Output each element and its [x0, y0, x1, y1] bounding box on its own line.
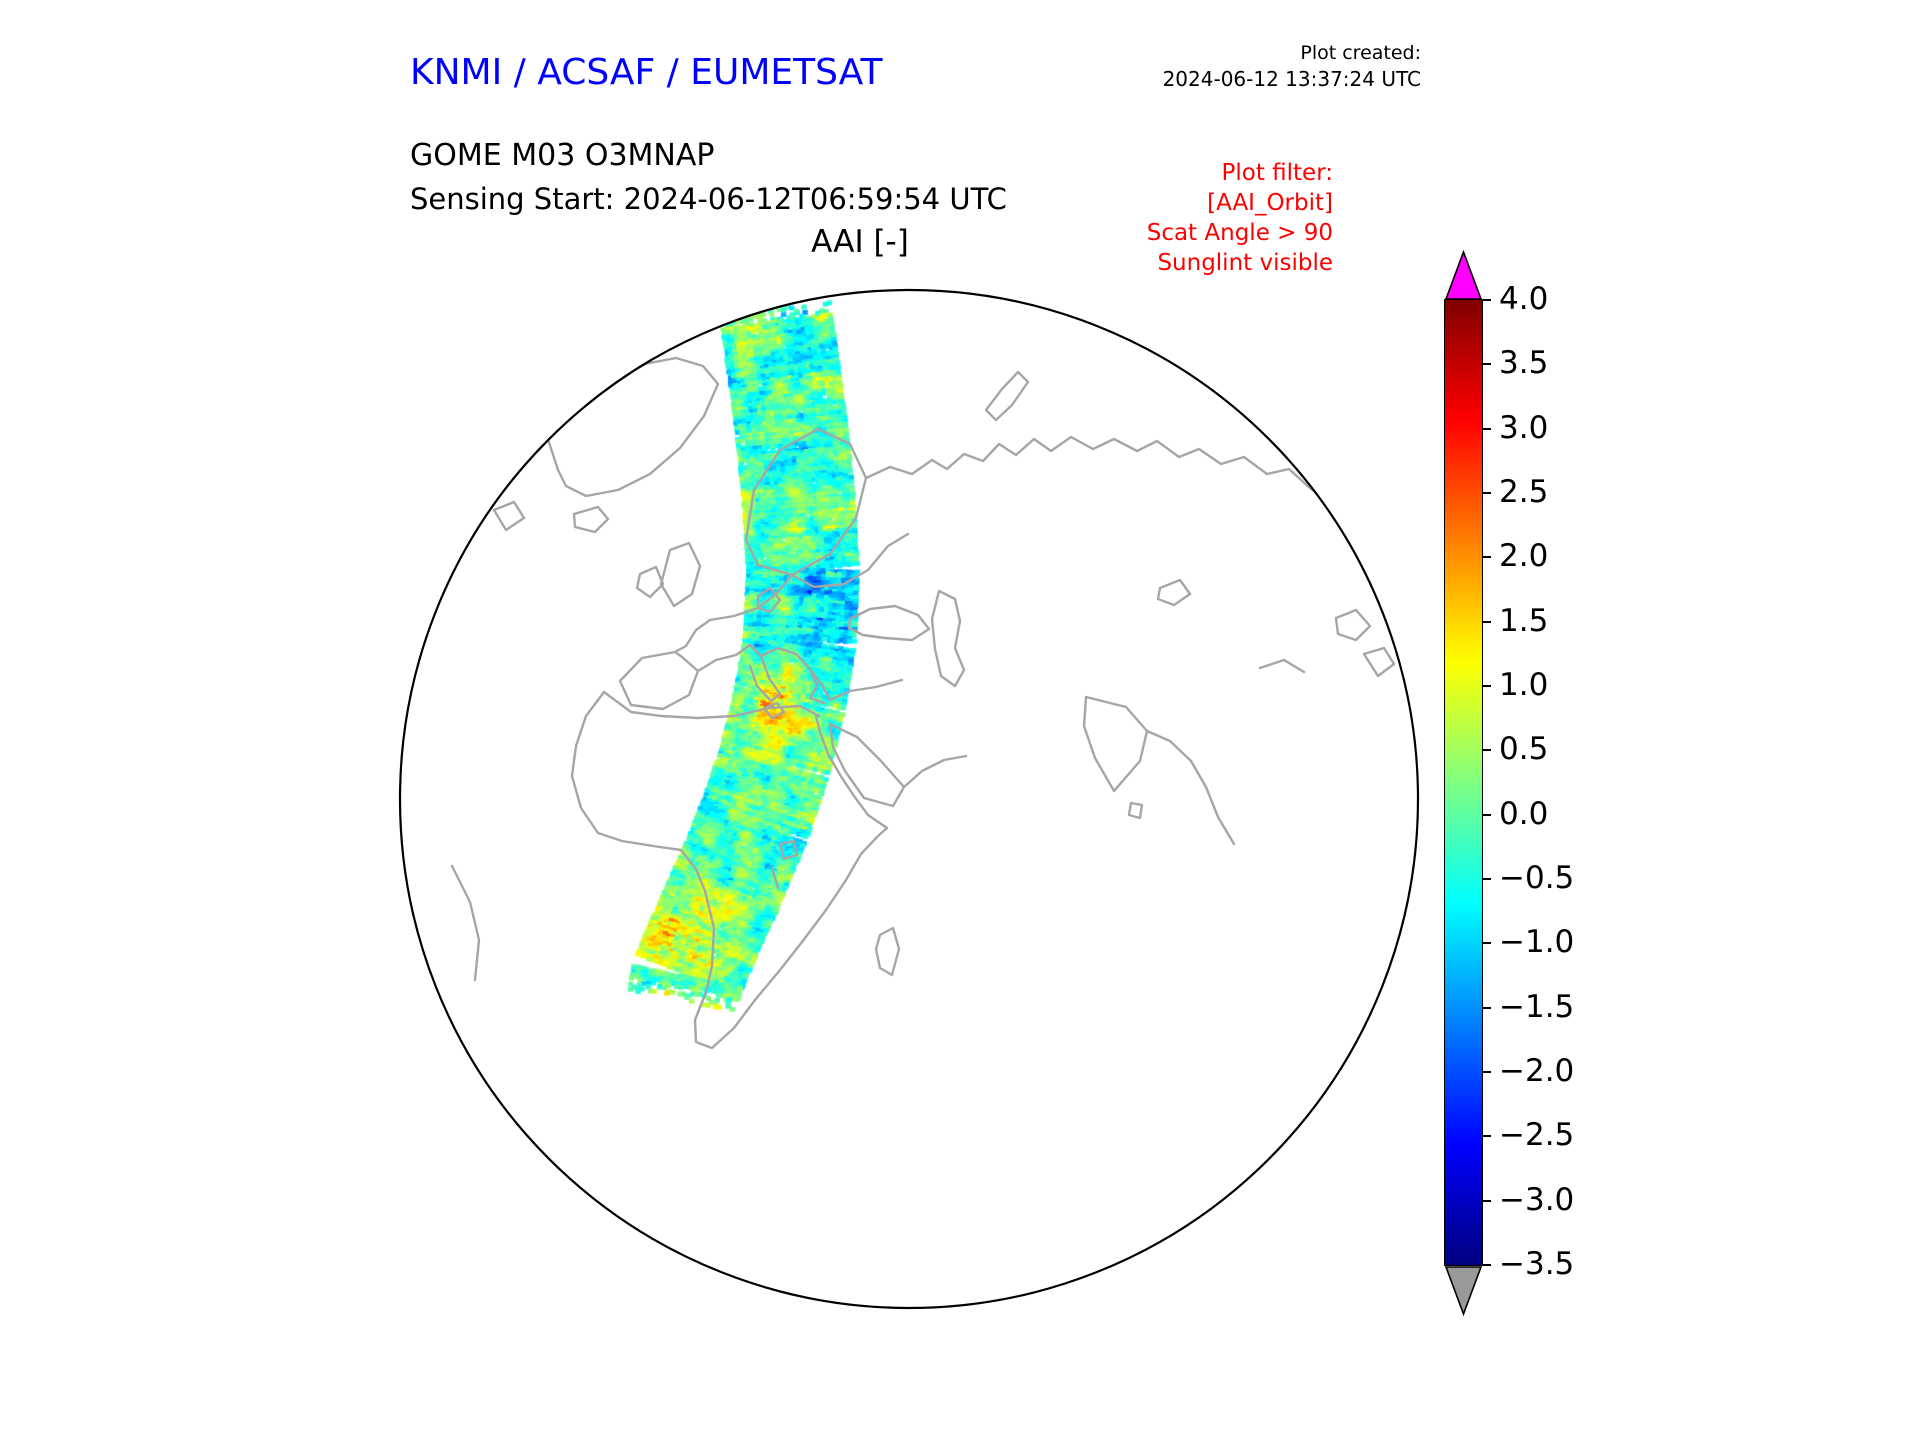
- colorbar-tick: [1482, 685, 1491, 687]
- brand-title: KNMI / ACSAF / EUMETSAT: [410, 52, 883, 93]
- coastline-great-britain: [659, 541, 702, 608]
- colorbar-over-arrow-box: [1444, 249, 1483, 300]
- globe-map: [398, 288, 1420, 1310]
- colorbar-tick: [1482, 299, 1491, 301]
- colorbar-tick-label: −1.5: [1499, 988, 1575, 1025]
- coastline-overlay: [398, 288, 1420, 1310]
- plot-filter-line-1: [AAI_Orbit]: [1207, 190, 1333, 216]
- coastline-sicily: [762, 701, 786, 720]
- coastline-scandinavia: [744, 427, 868, 577]
- coastline-denmark: [756, 586, 782, 614]
- colorbar-tick: [1482, 556, 1491, 559]
- colorbar-tick-label: 3.5: [1499, 345, 1549, 382]
- coastline-aral-sea: [1156, 578, 1192, 607]
- coastline-africa-outline: [570, 690, 889, 1050]
- colorbar-tick-label: −1.0: [1499, 924, 1575, 961]
- coastline-madagascar: [874, 926, 901, 977]
- colorbar-tick-label: 0.0: [1499, 795, 1549, 832]
- coastline-southeast-asia: [1145, 729, 1236, 846]
- coastline-iberia: [618, 650, 700, 711]
- colorbar-tick-label: 2.5: [1499, 473, 1549, 510]
- colorbar-tick-label: 3.0: [1499, 409, 1549, 446]
- colorbar-tick: [1482, 1264, 1491, 1266]
- plot-filter-label: Plot filter:: [1221, 160, 1333, 186]
- coastline-novaya-zemlya: [984, 370, 1030, 422]
- coastline-arctic-russia: [864, 435, 1353, 526]
- plot-filter-block: Plot filter: [AAI_Orbit] Scat Angle > 90…: [1147, 158, 1333, 278]
- plot-created-timestamp: 2024-06-12 13:37:24 UTC: [1162, 67, 1421, 91]
- colorbar-tick: [1482, 427, 1491, 430]
- colorbar-tick: [1482, 1071, 1491, 1073]
- colorbar-ticks: 4.0 3.5 3.0 2.5 2.0 1.5 1.0 0.5 0.0 −0.5 −1.0 −1.5 −…: [1482, 281, 1602, 1282]
- coastline-south-america: [450, 864, 481, 982]
- globe-outline: [398, 288, 1420, 1310]
- plot-title: AAI [-]: [811, 224, 909, 260]
- coastline-black-sea: [847, 604, 931, 642]
- colorbar: [1444, 299, 1483, 1266]
- plot-filter-line-2: Scat Angle > 90: [1146, 220, 1333, 246]
- coastline-india: [1082, 695, 1149, 793]
- aai-swath-canvas: [398, 288, 1420, 1310]
- coastline-france-italy: [696, 643, 782, 703]
- colorbar-tick-label: −0.5: [1499, 859, 1575, 896]
- coastline-balkans: [759, 646, 832, 702]
- coastline-ireland: [635, 565, 665, 599]
- coastline-east-asia-islands: [1258, 608, 1396, 678]
- coastline-iceland: [572, 505, 610, 534]
- colorbar-under-arrow-box: [1444, 1266, 1483, 1317]
- product-title: GOME M03 O3MNAP: [410, 138, 715, 173]
- colorbar-tick-label: 1.5: [1499, 602, 1549, 639]
- coastline-canadian-arctic: [432, 444, 526, 532]
- coastlines: [412, 356, 1410, 1050]
- colorbar-tick-label: −3.5: [1499, 1245, 1575, 1282]
- colorbar-tick: [1482, 1135, 1491, 1138]
- colorbar-tick: [1482, 878, 1491, 880]
- coastline-finland: [790, 532, 910, 589]
- colorbar-tick: [1482, 363, 1491, 366]
- colorbar-tick-label: 1.0: [1499, 666, 1549, 703]
- plot-created-block: Plot created: 2024-06-12 13:37:24 UTC: [1163, 42, 1421, 91]
- coastline-arabia: [828, 722, 906, 808]
- plot-filter-line-3: Sunglint visible: [1157, 250, 1333, 276]
- coastline-west-europe: [673, 618, 712, 654]
- coastline-baltic-south: [708, 573, 794, 622]
- coastline-persian-gulf: [902, 754, 968, 789]
- plot-created-label: Plot created:: [1300, 42, 1421, 64]
- coastline-anatolia: [828, 678, 904, 702]
- colorbar-tick: [1482, 813, 1491, 816]
- colorbar-tick-label: 4.0: [1499, 280, 1549, 317]
- coastline-african-lakes: [770, 839, 799, 890]
- colorbar-tick: [1482, 492, 1491, 494]
- colorbar-tick-label: −2.0: [1499, 1052, 1575, 1089]
- colorbar-tick-label: 0.5: [1499, 731, 1549, 768]
- colorbar-tick-label: −2.5: [1499, 1117, 1575, 1154]
- colorbar-tick: [1482, 749, 1491, 752]
- colorbar-over-arrow: [1444, 249, 1483, 300]
- sensing-start-label: Sensing Start: 2024-06-12T06:59:54 UTC: [410, 182, 1007, 216]
- coastline-greece: [808, 667, 826, 705]
- colorbar-under-arrow: [1444, 1266, 1483, 1317]
- colorbar-tick-label: 2.0: [1499, 538, 1549, 575]
- colorbar-tick: [1482, 620, 1491, 623]
- colorbar-tick: [1482, 1006, 1491, 1009]
- coastline-greenland: [543, 356, 720, 498]
- coastline-north-africa: [602, 690, 821, 720]
- colorbar-tick: [1482, 1199, 1491, 1202]
- coastline-caspian-sea: [930, 589, 966, 688]
- coastline-labrador: [412, 469, 458, 522]
- colorbar-tick-label: −3.0: [1499, 1181, 1575, 1218]
- coastline-sri-lanka: [1127, 801, 1144, 820]
- colorbar-tick: [1482, 942, 1491, 945]
